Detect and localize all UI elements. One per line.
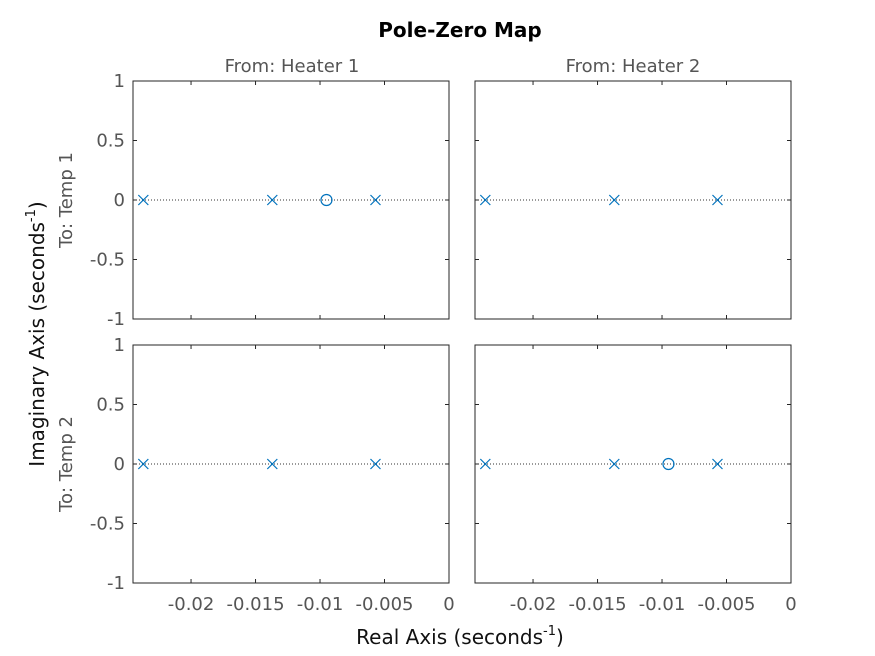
x-axis-label-text: Real Axis (seconds xyxy=(356,625,543,649)
y-tick-label-r2c1-2: 0 xyxy=(114,454,125,475)
zero-marker-r1c1-0 xyxy=(320,193,333,207)
pole-marker-r2c1-1 xyxy=(266,458,278,470)
y-tick-label-r2c1-3: -0.5 xyxy=(90,514,125,535)
subplot-grid: 10.50-0.5-110.50-0.5-1-0.02 -0.015 -0.01 -0… xyxy=(90,71,797,615)
y-axis-label: Imaginary Axis (seconds-1) xyxy=(24,201,49,466)
pole-stroke-b-r1c1-1 xyxy=(266,194,278,206)
x-tick-label-r2c2-2: -0.01 xyxy=(639,594,686,615)
y-tick-label-r2c1-0: 1 xyxy=(114,335,125,356)
pole-stroke-b-r1c2-0 xyxy=(479,194,491,206)
x-tick-label-r2c1-2: -0.01 xyxy=(297,594,344,615)
pole-marker-r2c2-1 xyxy=(608,458,620,470)
x-axis-label-superscript: -1 xyxy=(543,624,556,639)
column-title-heater-1: From: Heater 1 xyxy=(225,56,360,77)
x-tick-label-r2c2-1: -0.015 xyxy=(569,594,627,615)
subplot-r2c2: -0.02 -0.015 -0.01 -0.005 0 xyxy=(474,344,797,615)
pole-marker-r1c2-1 xyxy=(608,194,620,206)
column-title-heater-2: From: Heater 2 xyxy=(566,56,701,77)
x-axis-label-close: ) xyxy=(556,625,564,649)
pole-stroke-b-r1c2-2 xyxy=(712,194,723,206)
x-tick-label-r2c2-3: -0.005 xyxy=(697,594,755,615)
y-tick-label-r1c1-2: 0 xyxy=(114,190,125,211)
y-tick-label-r1c1-0: 1 xyxy=(114,71,125,92)
pole-marker-r1c2-2 xyxy=(712,194,723,206)
x-tick-label-r2c1-0: -0.02 xyxy=(168,594,215,615)
pole-marker-r2c2-2 xyxy=(712,458,723,470)
x-axis-label: Real Axis (seconds-1) xyxy=(356,624,564,649)
subplot-r1c1: 1 0.5 0 -0.5 -1 xyxy=(90,71,450,330)
pole-stroke-b-r1c1-2 xyxy=(370,194,381,206)
pole-stroke-b-r2c1-2 xyxy=(370,458,381,470)
pole-stroke-b-r2c1-1 xyxy=(266,458,278,470)
pole-marker-r1c1-2 xyxy=(370,194,381,206)
x-tick-label-r2c2-0: -0.02 xyxy=(510,594,557,615)
y-tick-label-r1c1-1: 0.5 xyxy=(96,131,125,152)
pole-marker-r2c2-0 xyxy=(479,458,491,470)
pole-stroke-b-r1c1-0 xyxy=(137,194,149,206)
axes-frame-r1c2 xyxy=(474,80,792,320)
axes-frame-r1c1 xyxy=(132,80,450,320)
x-tick-label-r2c1-1: -0.015 xyxy=(227,594,285,615)
pole-marker-r1c1-0 xyxy=(137,194,149,206)
x-tick-label-r2c1-4: 0 xyxy=(443,594,454,615)
pole-stroke-b-r2c2-1 xyxy=(608,458,620,470)
zero-marker-r2c2-0 xyxy=(662,457,675,471)
pole-marker-r2c1-0 xyxy=(137,458,149,470)
row-title-temp-2: To: Temp 2 xyxy=(56,416,77,513)
row-title-temp-1: To: Temp 1 xyxy=(56,152,77,249)
pole-marker-r1c2-0 xyxy=(479,194,491,206)
pole-stroke-b-r2c1-0 xyxy=(137,458,149,470)
subplot-r2c1: 1 0.5 0 -0.5 -1 -0.02 -0.015 -0.01 -0.005 0 xyxy=(90,335,455,615)
subplot-r1c2 xyxy=(474,80,792,320)
pole-stroke-b-r1c2-1 xyxy=(608,194,620,206)
y-tick-label-r2c1-4: -1 xyxy=(107,573,125,594)
chart-title: Pole-Zero Map xyxy=(378,18,541,42)
pole-stroke-b-r2c2-0 xyxy=(479,458,491,470)
pole-stroke-b-r2c2-2 xyxy=(712,458,723,470)
y-tick-label-r1c1-4: -1 xyxy=(107,309,125,330)
y-axis-label-close: ) xyxy=(25,201,49,209)
pole-marker-r2c1-2 xyxy=(370,458,381,470)
y-axis-label-superscript: -1 xyxy=(24,209,39,222)
x-tick-label-r2c1-3: -0.005 xyxy=(355,594,413,615)
y-tick-label-r2c1-1: 0.5 xyxy=(96,395,125,416)
axes-frame-r2c1 xyxy=(132,344,450,584)
y-tick-label-r1c1-3: -0.5 xyxy=(90,250,125,271)
axes-frame-r2c2 xyxy=(474,344,792,584)
x-tick-label-r2c2-4: 0 xyxy=(785,594,796,615)
y-axis-label-text: Imaginary Axis (seconds xyxy=(25,222,49,467)
pole-marker-r1c1-1 xyxy=(266,194,278,206)
